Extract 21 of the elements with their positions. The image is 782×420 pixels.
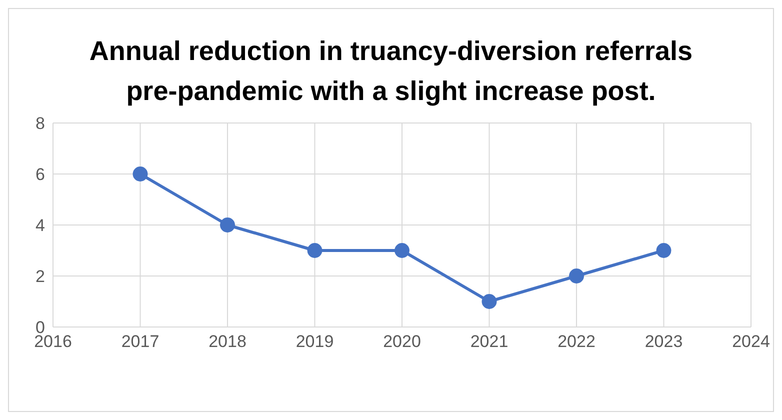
point: [569, 268, 584, 284]
x-tick-label: 2019: [296, 332, 334, 352]
y-tick-label: 6: [36, 165, 45, 184]
point: [220, 218, 235, 232]
point: [394, 243, 410, 258]
y-tick-label: 2: [36, 267, 45, 286]
x-tick-label: 2023: [644, 332, 683, 352]
point: [307, 243, 322, 258]
x-tick-label: 2016: [34, 332, 72, 352]
x-tick-label: 2017: [121, 332, 160, 352]
y-tick-label: 8: [36, 114, 45, 134]
point: [482, 294, 497, 309]
x-tick-label: 2022: [558, 332, 596, 352]
x-tick-label: 2018: [208, 332, 246, 352]
x-tick-label: 2021: [470, 332, 508, 352]
point: [132, 166, 148, 182]
point: [656, 243, 672, 258]
x-tick-label: 2024: [732, 332, 770, 352]
x-tick-label: 2020: [383, 332, 421, 352]
y-tick-label: 4: [36, 216, 45, 236]
chart-title: Annual reduction in truancy-diversion referrals pre-pandemic with a slight increase post.: [88, 35, 694, 108]
